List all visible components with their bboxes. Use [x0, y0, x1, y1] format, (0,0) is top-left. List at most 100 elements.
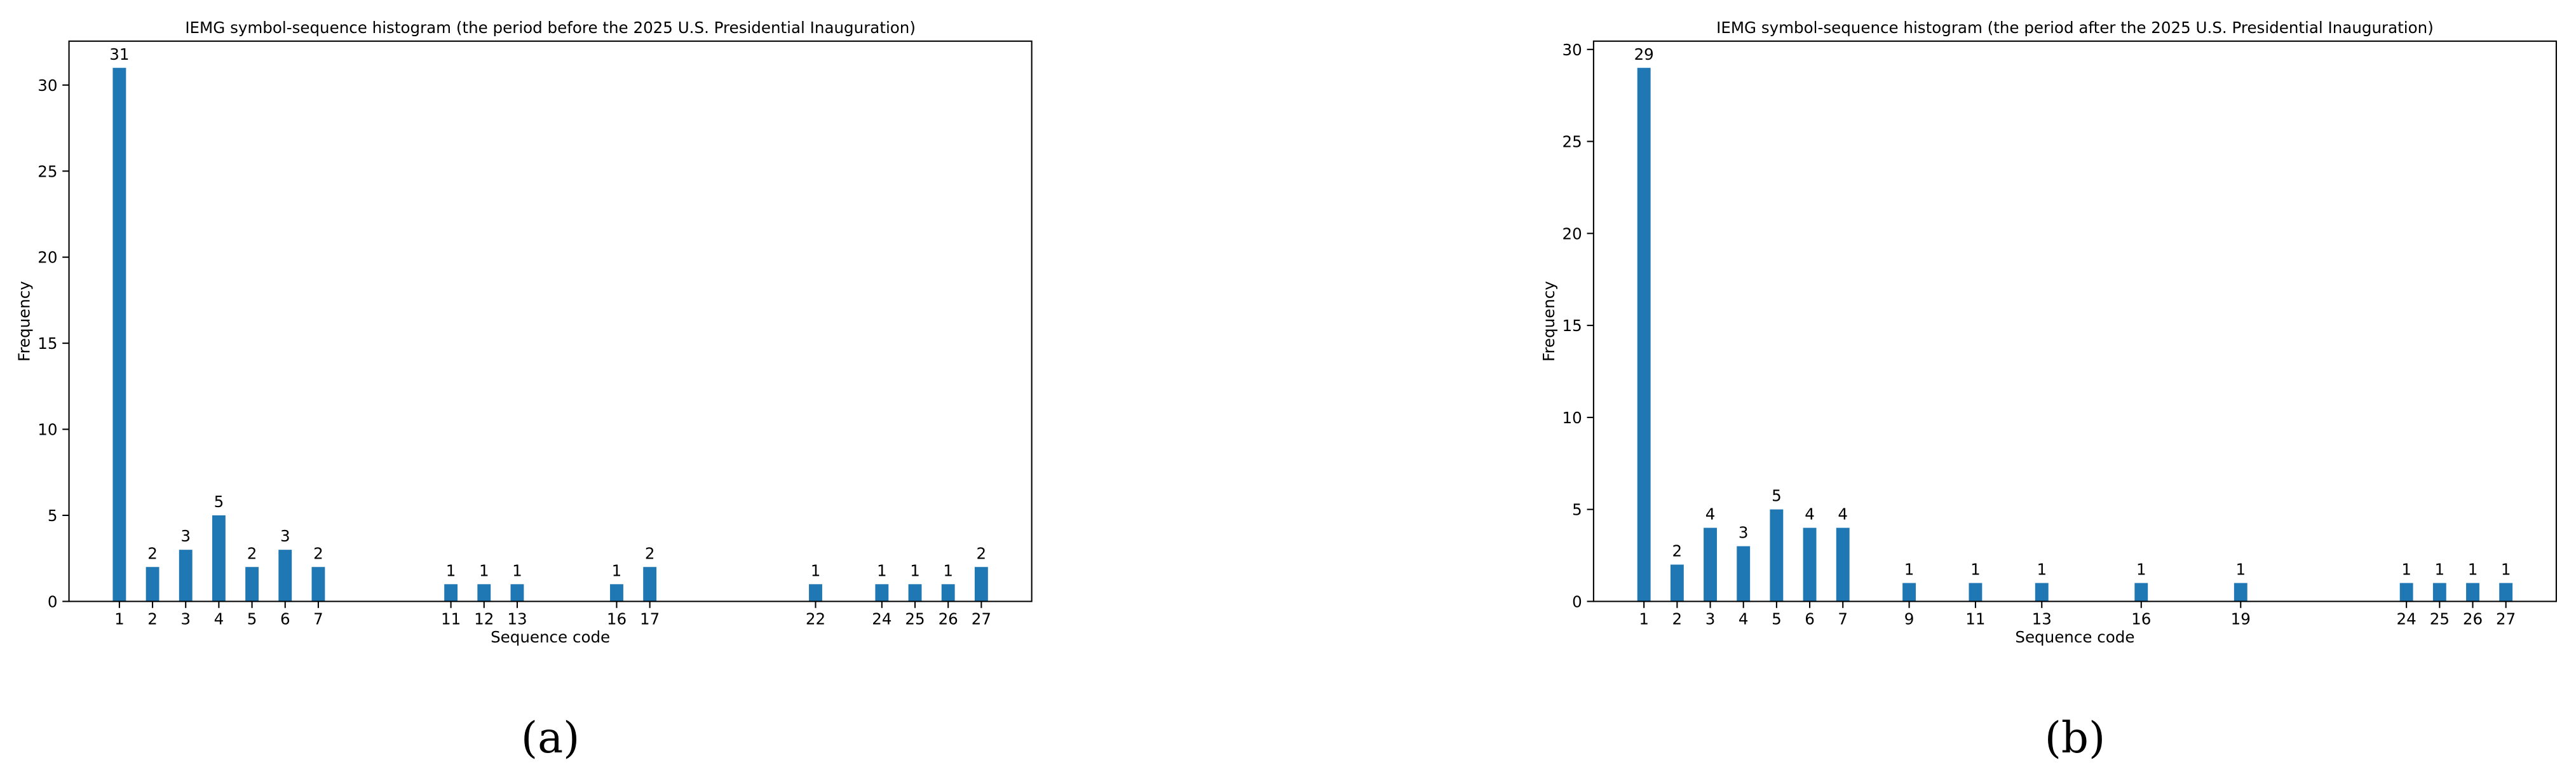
- y-tick-label: 25: [1563, 133, 1582, 151]
- x-tick-label: 13: [507, 610, 527, 628]
- value-label: 2: [247, 544, 257, 562]
- bar: [941, 584, 955, 602]
- bar: [1803, 527, 1817, 602]
- x-tick-label: 4: [1739, 610, 1749, 628]
- bar: [1902, 583, 1916, 602]
- x-tick-label: 4: [214, 610, 224, 628]
- y-tick-label: 30: [37, 76, 57, 95]
- x-tick-label: 12: [474, 610, 494, 628]
- bar: [477, 584, 491, 602]
- x-tick-label: 11: [1965, 610, 1985, 628]
- x-tick-label: 5: [1772, 610, 1782, 628]
- bar: [179, 550, 193, 602]
- x-tick-label: 5: [247, 610, 257, 628]
- bar: [1737, 546, 1751, 602]
- y-tick-label: 20: [37, 248, 57, 267]
- x-tick-label: 6: [280, 610, 290, 628]
- value-label: 1: [2136, 560, 2146, 579]
- x-tick-label: 9: [1904, 610, 1915, 628]
- x-tick-label: 13: [2032, 610, 2052, 628]
- bar: [311, 567, 325, 602]
- bar: [2399, 583, 2413, 602]
- x-tick-label: 27: [972, 610, 991, 628]
- bar: [245, 567, 259, 602]
- bar: [875, 584, 889, 602]
- x-tick-label: 25: [2430, 610, 2450, 628]
- caption: (b): [2045, 713, 2105, 763]
- value-label: 1: [2235, 560, 2246, 579]
- y-tick-label: 15: [1563, 316, 1582, 335]
- bar: [2432, 583, 2446, 602]
- value-label: 29: [1634, 45, 1654, 64]
- bar: [444, 584, 458, 602]
- bar: [2035, 583, 2049, 602]
- chart-title: IEMG symbol-sequence histogram (the peri…: [1716, 18, 2434, 37]
- x-axis-label: Sequence code: [491, 628, 610, 646]
- bar: [974, 567, 988, 602]
- value-label: 1: [2501, 560, 2511, 579]
- bar: [278, 550, 292, 602]
- x-tick-label: 26: [939, 610, 958, 628]
- bar: [643, 567, 657, 602]
- bar: [809, 584, 822, 602]
- axes-frame: [1592, 40, 2558, 602]
- bar: [2499, 583, 2513, 602]
- bar: [1969, 583, 1983, 602]
- value-label: 1: [512, 561, 522, 580]
- x-tick-label: 2: [147, 610, 158, 628]
- x-tick-label: 27: [2496, 610, 2516, 628]
- value-label: 3: [1739, 524, 1749, 542]
- value-label: 1: [811, 561, 821, 580]
- value-label: 5: [214, 492, 224, 511]
- value-label: 1: [1904, 560, 1915, 579]
- x-axis-label: Sequence code: [2015, 628, 2134, 646]
- value-label: 1: [943, 561, 953, 580]
- y-tick-label: 15: [37, 334, 57, 353]
- value-label: 4: [1805, 505, 1815, 524]
- x-tick-label: 16: [607, 610, 627, 628]
- value-label: 1: [479, 561, 489, 580]
- chart-title: IEMG symbol-sequence histogram (the peri…: [185, 18, 916, 37]
- value-label: 2: [977, 544, 987, 562]
- x-tick-label: 7: [313, 610, 323, 628]
- bar: [2134, 583, 2148, 602]
- value-label: 31: [109, 45, 129, 64]
- bar: [146, 567, 159, 602]
- value-label: 3: [180, 527, 191, 545]
- x-tick-label: 17: [640, 610, 660, 628]
- x-tick-label: 16: [2131, 610, 2151, 628]
- bar: [2466, 583, 2479, 602]
- y-tick-label: 0: [1572, 592, 1582, 611]
- value-label: 1: [2435, 560, 2445, 579]
- x-tick-label: 25: [905, 610, 925, 628]
- y-tick-label: 10: [1563, 409, 1582, 427]
- value-label: 2: [147, 544, 158, 562]
- x-tick-label: 24: [872, 610, 891, 628]
- x-tick-label: 19: [2231, 610, 2251, 628]
- value-label: 1: [446, 561, 456, 580]
- value-label: 2: [1672, 542, 1683, 560]
- caption: (a): [521, 713, 580, 763]
- y-tick-label: 0: [48, 592, 58, 611]
- value-label: 1: [2037, 560, 2047, 579]
- value-label: 2: [313, 544, 323, 562]
- bar: [908, 584, 922, 602]
- bar: [510, 584, 524, 602]
- x-tick-label: 24: [2397, 610, 2417, 628]
- bar: [1704, 527, 1717, 602]
- x-tick-label: 3: [1705, 610, 1716, 628]
- y-axis-label: Frequency: [15, 281, 34, 362]
- x-tick-label: 22: [806, 610, 825, 628]
- bar: [610, 584, 623, 602]
- value-label: 1: [910, 561, 920, 580]
- y-tick-label: 5: [1572, 501, 1582, 519]
- y-tick-label: 30: [1563, 41, 1582, 59]
- x-tick-label: 26: [2463, 610, 2483, 628]
- value-label: 2: [645, 544, 655, 562]
- y-axis-label: Frequency: [1540, 281, 1558, 362]
- bar: [112, 67, 126, 602]
- value-label: 1: [877, 561, 887, 580]
- bar: [1836, 527, 1850, 602]
- x-tick-label: 3: [180, 610, 191, 628]
